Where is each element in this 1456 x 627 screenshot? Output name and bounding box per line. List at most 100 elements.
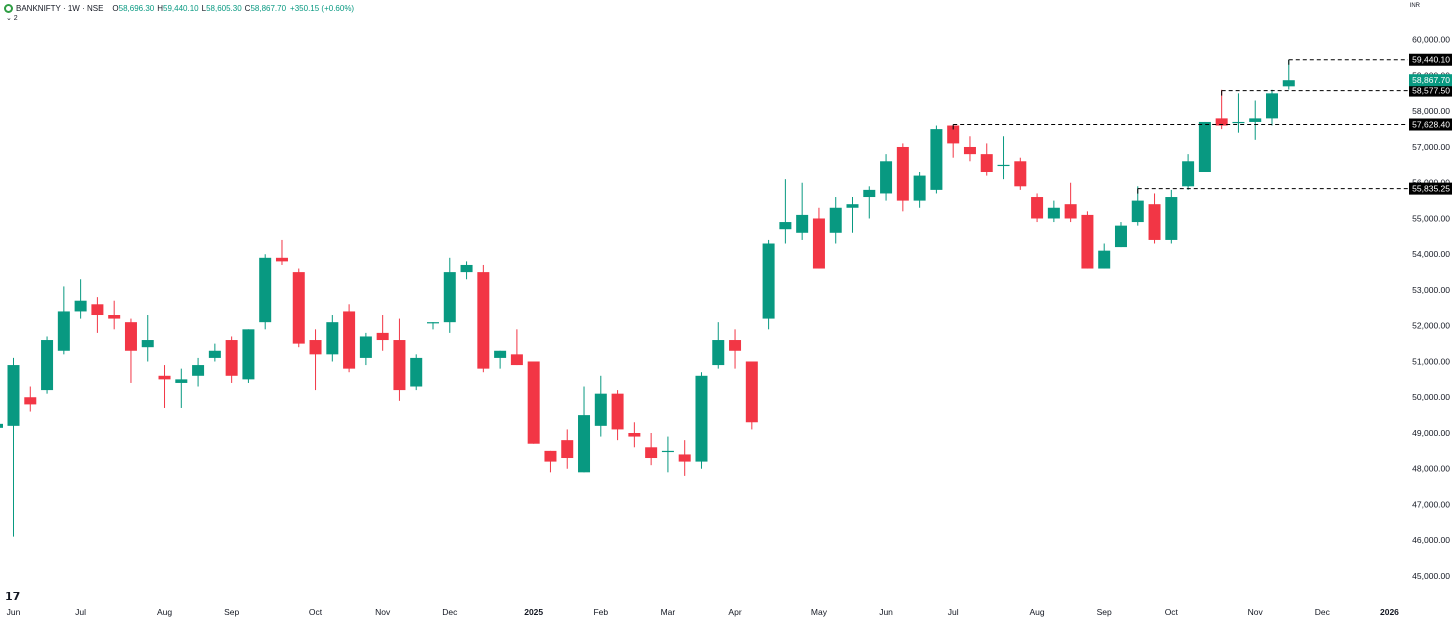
candle-body xyxy=(997,164,1010,167)
candle-body xyxy=(1114,225,1127,248)
candle-body xyxy=(124,322,137,351)
price-level-label: 55,835.25 xyxy=(1412,184,1450,194)
candle-body xyxy=(108,315,121,319)
y-tick-label: 58,000.00 xyxy=(1412,106,1450,116)
candle-body xyxy=(460,264,473,273)
high-label: H xyxy=(157,3,164,13)
candle-body xyxy=(913,175,926,201)
candle-body xyxy=(896,146,909,201)
y-tick-label: 53,000.00 xyxy=(1412,285,1450,295)
candle-body xyxy=(158,375,171,380)
x-tick-label: Aug xyxy=(1030,607,1045,617)
price-level-badge xyxy=(1409,53,1452,66)
candle-body xyxy=(275,257,288,262)
candle-body xyxy=(192,365,205,376)
candle-body xyxy=(628,432,641,437)
candle-body xyxy=(175,379,188,383)
candle-body xyxy=(762,243,775,319)
open-value: 58,696.30 xyxy=(118,3,155,13)
x-tick-label: Feb xyxy=(593,607,608,617)
candle-body xyxy=(880,161,893,194)
candle-body xyxy=(1232,121,1245,124)
last-price-label: 58,867.70 xyxy=(1412,75,1450,85)
candle-body xyxy=(1282,80,1295,87)
candle-body xyxy=(1098,250,1111,269)
x-tick-label: Apr xyxy=(728,607,741,617)
candle-body xyxy=(829,207,842,233)
candle-body xyxy=(678,454,691,462)
y-tick-label: 46,000.00 xyxy=(1412,535,1450,545)
price-level-badge xyxy=(1409,118,1452,131)
x-tick-label: Jun xyxy=(879,607,893,617)
x-tick-label: Jul xyxy=(75,607,86,617)
candle-body xyxy=(812,218,825,269)
candle-body xyxy=(410,357,423,387)
price-level-label: 57,628.40 xyxy=(1412,120,1450,130)
candle-body xyxy=(208,350,221,358)
candle-body xyxy=(1014,161,1027,187)
candle-body xyxy=(359,336,372,358)
price-level-label: 59,440.10 xyxy=(1412,55,1450,65)
candle-body xyxy=(611,393,624,430)
candle-body xyxy=(41,340,54,391)
candle-body xyxy=(494,350,507,358)
candle-body xyxy=(712,340,725,366)
price-level-badge xyxy=(1409,84,1452,97)
tradingview-logo-icon[interactable]: 𝟭𝟳 xyxy=(5,591,21,603)
candle-body xyxy=(1165,197,1178,240)
candle-body xyxy=(74,300,87,312)
y-tick-label: 50,000.00 xyxy=(1412,392,1450,402)
currency-label[interactable]: INR xyxy=(1409,3,1420,9)
candle-body xyxy=(225,340,238,376)
candle-body xyxy=(1081,214,1094,269)
candle-body xyxy=(729,340,742,351)
symbol-header: BANKNIFTY · 1W · NSE O 58,696.30 H 59,440.… xyxy=(4,2,354,14)
candle-body xyxy=(745,361,758,423)
low-value: 58,605.30 xyxy=(206,3,242,13)
x-tick-label: Dec xyxy=(442,607,458,617)
x-tick-label: 2026 xyxy=(1380,607,1399,617)
candle-body xyxy=(1031,197,1044,219)
candle-body xyxy=(1182,161,1195,187)
candle-body xyxy=(1047,207,1060,219)
candle-body xyxy=(1249,118,1262,122)
candle-body xyxy=(695,375,708,462)
x-tick-label: Sep xyxy=(1097,607,1112,617)
symbol-title[interactable]: BANKNIFTY · 1W · NSE xyxy=(16,3,104,13)
x-tick-label: Nov xyxy=(375,607,391,617)
last-price-badge xyxy=(1409,74,1452,87)
candle-body xyxy=(544,450,557,462)
candle-body xyxy=(645,447,658,459)
y-tick-label: 57,000.00 xyxy=(1412,142,1450,152)
candle-body xyxy=(393,340,406,391)
candle-body xyxy=(561,440,574,459)
high-value: 59,440.10 xyxy=(163,3,199,13)
candle-body xyxy=(594,393,607,426)
x-tick-label: Oct xyxy=(309,607,323,617)
candle-body xyxy=(1064,204,1077,219)
indicator-toggle[interactable]: ⌄ 2 xyxy=(6,15,18,22)
y-tick-label: 55,000.00 xyxy=(1412,213,1450,223)
candle-body xyxy=(326,322,339,355)
candle-body xyxy=(259,257,272,323)
candle-body xyxy=(779,222,792,230)
candle-body xyxy=(1266,93,1278,119)
x-tick-label: Jul xyxy=(948,607,959,617)
candle-body xyxy=(796,214,809,233)
price-level-badge xyxy=(1409,182,1452,195)
x-tick-label: May xyxy=(811,607,828,617)
change-value: +350.15 (+0.60%) xyxy=(290,3,355,13)
price-level-label: 58,577.50 xyxy=(1412,86,1450,96)
candle-body xyxy=(930,129,943,190)
candle-body xyxy=(376,332,389,341)
x-tick-label: Jun xyxy=(7,607,21,617)
close-value: 58,867.70 xyxy=(250,3,287,13)
low-label: L xyxy=(201,3,207,13)
candle-body xyxy=(309,340,322,355)
x-tick-label: 2025 xyxy=(524,607,543,617)
left-edge-marker xyxy=(0,423,3,428)
candle-body xyxy=(427,322,439,324)
y-tick-label: 48,000.00 xyxy=(1412,464,1450,474)
